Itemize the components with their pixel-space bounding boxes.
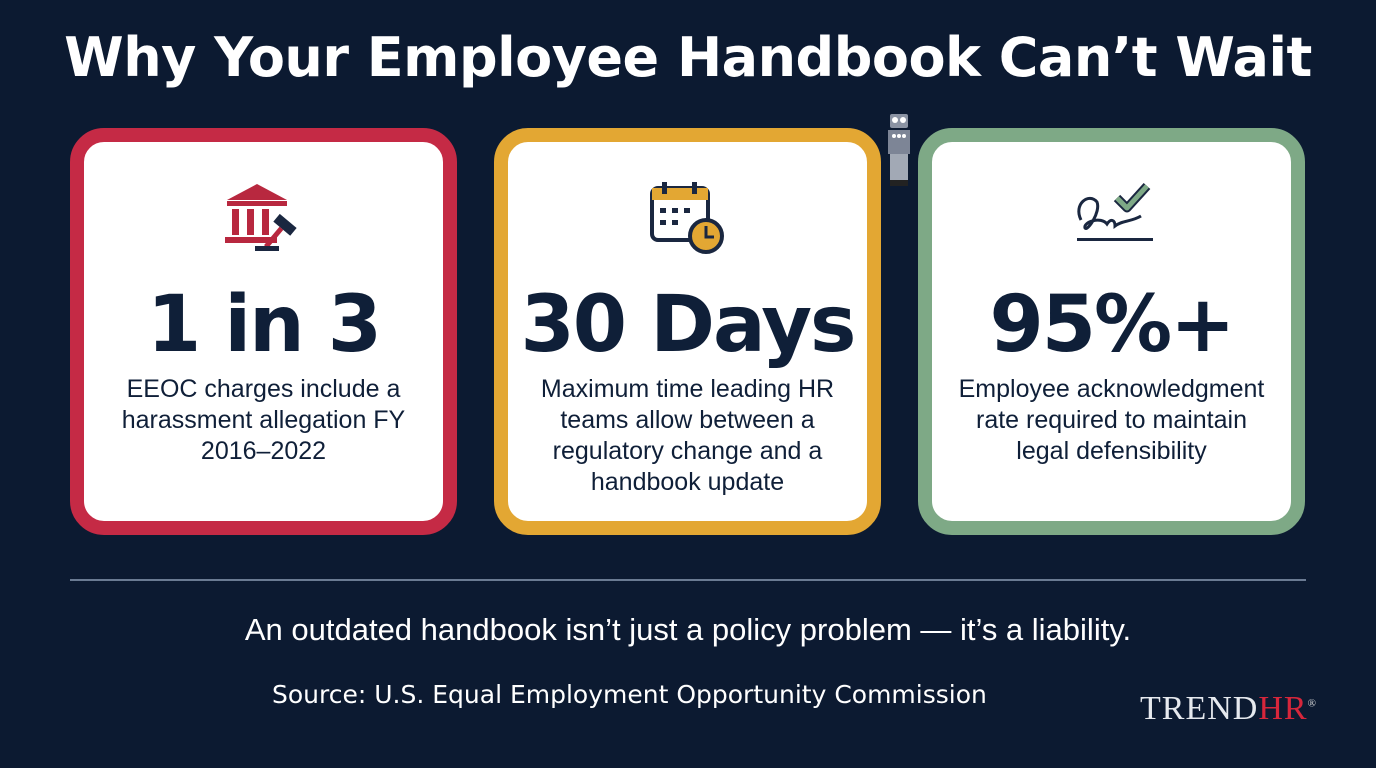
- signature-check-icon: [1076, 182, 1153, 241]
- logo-text-hr: HR: [1258, 690, 1308, 727]
- calendar-clock-icon: [649, 182, 724, 254]
- stat-description: Maximum time leading HR teams allow betw…: [540, 375, 835, 496]
- stat-description: EEOC charges include a harassment allega…: [121, 375, 406, 465]
- stat-card-harassment: 1 in 3 EEOC charges include a harassment…: [70, 128, 457, 535]
- registered-mark: ®: [1307, 697, 1317, 710]
- logo-text-trend: TREND: [1140, 690, 1259, 727]
- page-title: Why Your Employee Handbook Can’t Wait: [64, 26, 1312, 89]
- divider: [70, 579, 1306, 581]
- stat-value: 95%+: [989, 280, 1235, 370]
- stat-description: Employee acknowledgment rate required to…: [958, 375, 1265, 465]
- stat-value: 30 Days: [520, 280, 857, 370]
- stat-card-update-time: 30 Days Maximum time leading HR teams al…: [494, 128, 881, 535]
- stat-value: 1 in 3: [146, 280, 382, 370]
- trendhr-logo: TRENDHR®: [1140, 690, 1317, 728]
- stat-card-acknowledgment: 95%+ Employee acknowledgment rate requir…: [918, 128, 1305, 535]
- courthouse-gavel-icon: [224, 184, 297, 251]
- tagline: An outdated handbook isn’t just a policy…: [244, 612, 1132, 647]
- robot-mascot-icon: [888, 114, 910, 186]
- source-citation: Source: U.S. Equal Employment Opportunit…: [272, 680, 987, 709]
